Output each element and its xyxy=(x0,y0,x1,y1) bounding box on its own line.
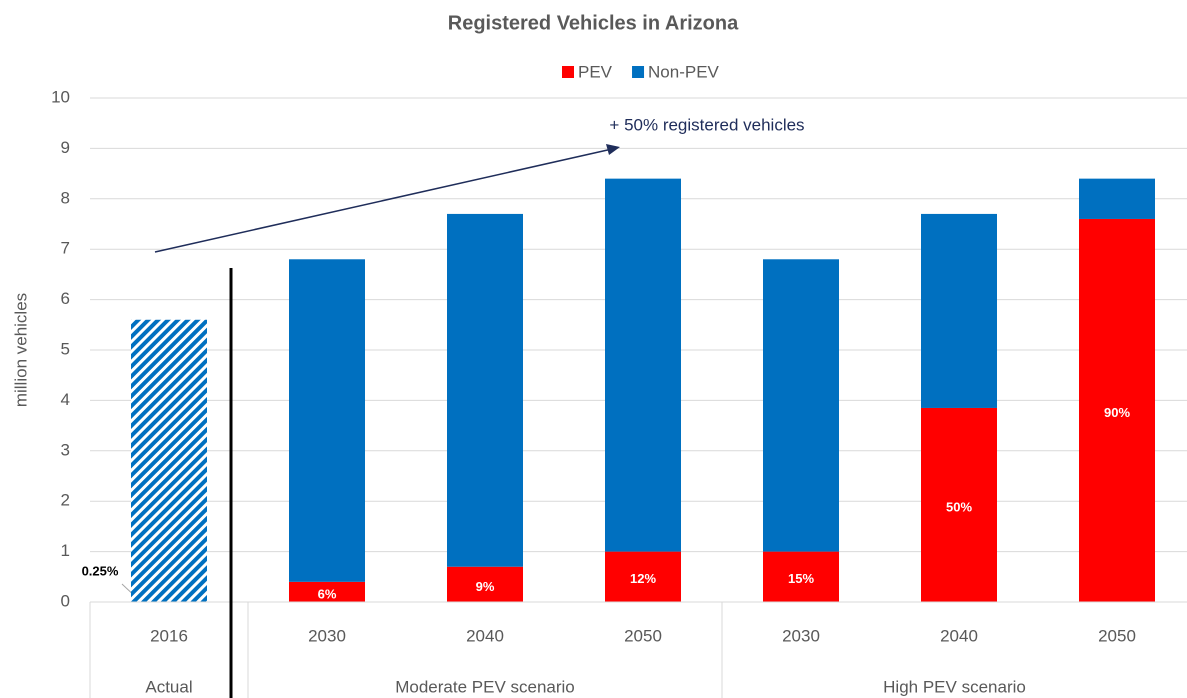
y-tick-label: 4 xyxy=(61,390,70,409)
bar-segment xyxy=(763,551,839,602)
chart-title: Registered Vehicles in Arizona xyxy=(448,12,739,34)
share-label: 15% xyxy=(788,571,814,586)
arrow-head xyxy=(606,144,620,155)
share-label: 6% xyxy=(318,586,337,601)
bar-segment xyxy=(447,213,523,567)
y-tick-label: 10 xyxy=(51,87,70,106)
legend-swatch xyxy=(562,66,574,78)
bar-segment xyxy=(605,178,681,552)
legend-swatch xyxy=(632,66,645,78)
x-tick-label: 2030 xyxy=(308,626,346,645)
x-tick-label: 2050 xyxy=(1098,626,1136,645)
x-tick-label: 2030 xyxy=(782,626,820,645)
group-label: Moderate PEV scenario xyxy=(395,677,575,696)
bar-segment xyxy=(763,259,839,552)
share-label: 90% xyxy=(1104,405,1130,420)
share-label: 12% xyxy=(630,571,656,586)
y-tick-label: 0 xyxy=(61,591,70,610)
y-tick-label: 1 xyxy=(61,541,70,560)
annotation-arrow xyxy=(154,148,613,253)
bar-segment xyxy=(1079,218,1155,602)
bar-segment xyxy=(131,319,207,602)
bar-segment xyxy=(289,259,365,582)
bar-segment xyxy=(605,551,681,602)
share-label: 9% xyxy=(476,579,495,594)
y-tick-label: 3 xyxy=(61,440,70,459)
annotation: + 50% registered vehicles xyxy=(609,115,804,134)
share-label: 0.25% xyxy=(82,563,119,578)
group-label: Actual xyxy=(145,677,192,696)
group-label: High PEV scenario xyxy=(883,677,1026,696)
bar-segment xyxy=(921,407,997,602)
bar-segment xyxy=(921,213,997,408)
bar-segment xyxy=(447,566,523,602)
y-tick-label: 8 xyxy=(61,188,70,207)
bar-segment xyxy=(1079,178,1155,219)
x-tick-label: 2016 xyxy=(150,626,188,645)
y-axis-label: million vehicles xyxy=(11,293,30,407)
y-tick-label: 2 xyxy=(61,491,70,510)
y-tick-label: 6 xyxy=(61,289,70,308)
y-tick-label: 5 xyxy=(61,339,70,358)
y-tick-label: 9 xyxy=(61,138,70,157)
share-label: 50% xyxy=(946,499,972,514)
legend-label: PEV xyxy=(578,62,613,81)
x-tick-label: 2040 xyxy=(940,626,978,645)
bar-segment xyxy=(289,581,365,602)
x-tick-label: 2040 xyxy=(466,626,504,645)
x-tick-label: 2050 xyxy=(624,626,662,645)
legend-label: Non-PEV xyxy=(648,62,720,81)
y-tick-label: 7 xyxy=(61,239,70,258)
